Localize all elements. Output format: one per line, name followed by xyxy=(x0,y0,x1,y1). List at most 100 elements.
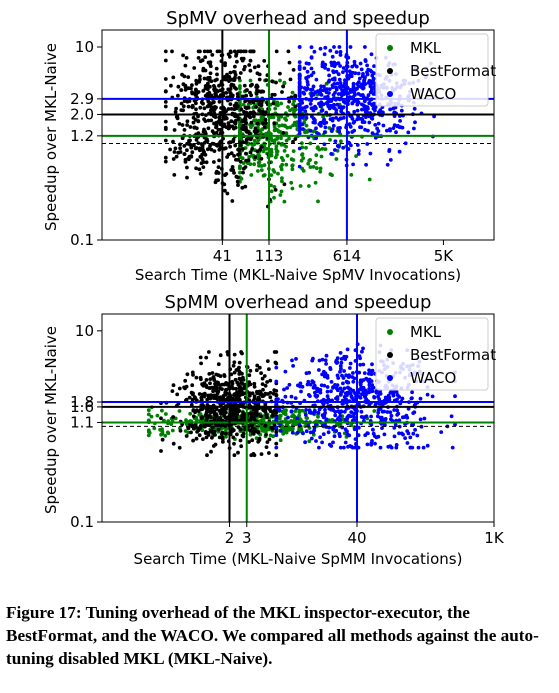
data-point-waco xyxy=(333,139,338,144)
x-tick-label: 614 xyxy=(333,247,362,265)
data-point-bestformat xyxy=(253,413,258,417)
data-point-waco xyxy=(376,129,381,133)
data-point-bestformat xyxy=(208,101,213,106)
data-point-waco xyxy=(392,408,397,412)
data-point-waco xyxy=(341,66,346,70)
data-point-waco xyxy=(352,412,356,417)
data-point-mkl xyxy=(279,136,283,141)
data-point-bestformat xyxy=(215,72,219,77)
data-point-bestformat xyxy=(163,104,168,109)
data-point-waco xyxy=(338,370,342,374)
data-point-bestformat xyxy=(231,363,236,368)
data-point-mkl xyxy=(252,138,257,143)
data-point-bestformat xyxy=(172,173,177,177)
y-tick-label: 1.1 xyxy=(70,413,94,431)
data-point-waco xyxy=(274,433,279,438)
data-point-mkl xyxy=(286,105,290,109)
data-point-bestformat xyxy=(248,49,253,54)
data-point-mkl xyxy=(164,412,168,416)
data-point-waco xyxy=(338,126,342,130)
data-point-waco xyxy=(355,143,360,147)
legend-label-bestformat: BestFormat xyxy=(410,62,496,80)
data-point-bestformat xyxy=(212,149,217,154)
data-point-mkl xyxy=(256,169,260,173)
data-point-bestformat xyxy=(257,438,262,442)
data-point-mkl xyxy=(278,193,283,197)
data-point-bestformat xyxy=(208,84,212,89)
data-point-waco xyxy=(374,435,379,440)
data-point-bestformat xyxy=(272,388,277,393)
data-point-waco xyxy=(293,396,298,400)
data-point-mkl xyxy=(259,168,264,173)
data-point-waco xyxy=(360,349,364,354)
data-point-bestformat xyxy=(185,148,189,153)
data-point-bestformat xyxy=(226,52,231,57)
data-point-bestformat xyxy=(223,61,228,65)
data-point-bestformat xyxy=(212,100,216,104)
data-point-bestformat xyxy=(176,93,180,98)
data-point-bestformat xyxy=(208,393,213,398)
data-point-waco xyxy=(365,142,370,146)
y-tick-label: 2.0 xyxy=(70,105,94,123)
data-point-mkl xyxy=(315,146,320,150)
data-point-waco xyxy=(399,108,404,113)
data-point-bestformat xyxy=(259,156,264,161)
data-point-mkl xyxy=(290,90,295,95)
data-point-bestformat xyxy=(191,391,195,396)
data-point-mkl xyxy=(288,125,293,130)
data-point-waco xyxy=(320,413,325,418)
data-point-waco xyxy=(397,149,402,154)
data-point-bestformat xyxy=(248,68,253,73)
data-point-bestformat xyxy=(201,101,205,106)
data-point-bestformat xyxy=(236,425,241,430)
data-point-waco xyxy=(335,81,340,86)
data-point-waco xyxy=(333,148,337,152)
data-point-mkl xyxy=(247,155,252,159)
data-point-waco xyxy=(392,426,397,430)
data-point-bestformat xyxy=(234,417,239,421)
data-point-bestformat xyxy=(251,432,256,436)
data-point-bestformat xyxy=(159,449,163,453)
data-point-mkl xyxy=(349,173,354,177)
data-point-bestformat xyxy=(175,392,180,397)
data-point-bestformat xyxy=(236,183,240,188)
data-point-bestformat xyxy=(257,89,262,94)
data-point-bestformat xyxy=(271,391,276,396)
data-point-waco xyxy=(324,90,329,95)
data-point-bestformat xyxy=(192,125,197,130)
data-point-waco xyxy=(311,70,316,75)
data-point-mkl xyxy=(275,100,280,105)
data-point-bestformat xyxy=(229,119,234,124)
data-point-waco xyxy=(342,386,347,391)
data-point-waco xyxy=(366,93,371,98)
legend: MKL BestFormat WACO xyxy=(375,33,496,107)
data-point-waco xyxy=(351,162,355,167)
data-point-waco xyxy=(418,417,423,422)
data-point-bestformat xyxy=(234,101,239,106)
data-point-waco xyxy=(370,86,374,91)
data-point-waco xyxy=(367,368,371,373)
data-point-mkl xyxy=(307,158,312,163)
data-point-waco xyxy=(419,424,424,429)
data-point-bestformat xyxy=(264,78,269,82)
data-point-bestformat xyxy=(189,145,194,150)
data-point-bestformat xyxy=(188,138,192,143)
data-point-bestformat xyxy=(206,118,211,123)
data-point-bestformat xyxy=(203,93,208,98)
data-point-bestformat xyxy=(160,437,165,442)
data-point-bestformat xyxy=(185,123,190,127)
data-point-bestformat xyxy=(233,121,238,126)
data-point-waco xyxy=(337,129,341,134)
data-point-waco xyxy=(371,102,376,106)
data-point-bestformat xyxy=(268,390,273,395)
data-point-waco xyxy=(370,368,375,373)
data-point-bestformat xyxy=(263,407,268,411)
data-point-bestformat xyxy=(256,412,261,417)
data-point-bestformat xyxy=(230,165,235,169)
data-point-bestformat xyxy=(187,157,191,162)
data-point-waco xyxy=(334,116,339,120)
data-point-bestformat xyxy=(217,118,222,123)
data-point-waco xyxy=(331,440,335,445)
data-point-bestformat xyxy=(231,83,236,88)
data-point-waco xyxy=(327,87,332,91)
